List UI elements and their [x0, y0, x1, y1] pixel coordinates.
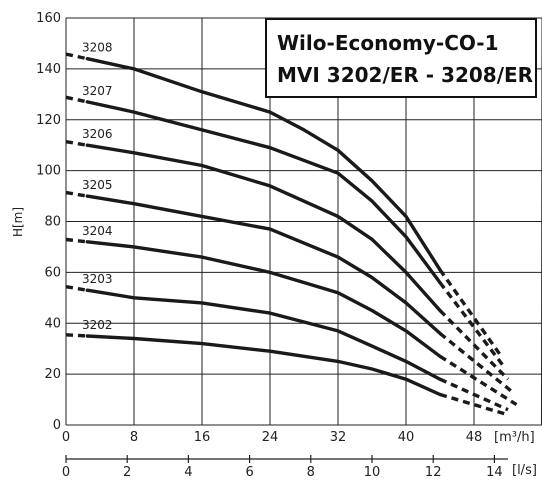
title-box: Wilo-Economy-CO-1 MVI 3202/ER - 3208/ER	[265, 18, 537, 98]
curve-3204	[85, 240, 442, 358]
x-tick-label-primary-6: 48	[466, 430, 483, 445]
x-tick-label-secondary-1: 2	[123, 465, 131, 480]
x-axis-label-secondary: [l/s]	[512, 463, 537, 478]
y-tick-label-4: 80	[44, 215, 61, 230]
y-tick-label-7: 140	[36, 62, 61, 77]
series-label-3208: 3208	[82, 41, 113, 55]
curve-3207-end-dash	[438, 281, 506, 368]
y-tick-label-8: 160	[36, 11, 61, 26]
title-line-2: MVI 3202/ER - 3208/ER	[277, 63, 533, 87]
x-tick-label-secondary-6: 12	[425, 465, 442, 480]
x-tick-label-primary-5: 40	[398, 430, 415, 445]
x-tick-label-secondary-2: 4	[184, 465, 192, 480]
x-tick-label-primary-0: 0	[62, 430, 70, 445]
curve-3206-end-dash	[438, 309, 510, 381]
curve-3208-end-dash	[438, 268, 501, 355]
y-axis-label: H[m]	[11, 207, 25, 237]
x-tick-label-primary-3: 24	[262, 430, 279, 445]
x-tick-label-primary-1: 8	[130, 430, 138, 445]
y-tick-label-6: 120	[36, 113, 61, 128]
series-labels: 3208 3207 3206 3205 3204 3203 3202	[82, 41, 113, 332]
x-tick-label-secondary-4: 8	[307, 465, 315, 480]
curve-3204-end-dash	[439, 354, 518, 407]
y-tick-label-5: 100	[36, 164, 61, 179]
curve-3205	[85, 194, 442, 336]
series-label-3207: 3207	[82, 84, 113, 98]
curve-3207	[85, 100, 442, 285]
y-tick-label-1: 20	[44, 367, 61, 382]
curve-3205-start-dash	[65, 190, 88, 198]
x-axis-label-primary: [m³/h]	[494, 430, 535, 445]
curve-3206	[85, 143, 442, 313]
curve-3203	[85, 288, 442, 381]
x-tick-label-secondary-3: 6	[245, 465, 253, 480]
series-label-3206: 3206	[82, 127, 113, 141]
curve-3203-start-dash	[65, 285, 88, 292]
y-tick-labels: 0 20 40 60 80 100 120 140 160	[36, 11, 61, 433]
series-label-3204: 3204	[82, 224, 113, 238]
y-tick-label-0: 0	[53, 418, 61, 433]
x-tick-label-secondary-5: 10	[364, 465, 381, 480]
x-tick-label-secondary-0: 0	[62, 465, 70, 480]
x-tick-label-primary-4: 32	[330, 430, 347, 445]
series-label-3202: 3202	[82, 318, 113, 332]
curve-3208	[85, 57, 442, 272]
x-tick-label-primary-2: 16	[194, 430, 211, 445]
curve-3206-start-dash	[65, 140, 88, 147]
curve-3204-start-dash	[65, 237, 88, 244]
series-label-3203: 3203	[82, 272, 113, 286]
title-line-1: Wilo-Economy-CO-1	[277, 31, 499, 55]
x-tick-labels-primary: 0 8 16 24 32 40 48	[62, 430, 482, 445]
curve-3202-start-dash	[65, 333, 88, 338]
y-tick-label-3: 60	[44, 265, 61, 280]
curve-3202	[85, 334, 442, 397]
curve-3203-end-dash	[439, 377, 509, 412]
series-label-3205: 3205	[82, 178, 113, 192]
curve-3208-start-dash	[65, 52, 88, 61]
y-tick-label-2: 40	[44, 316, 61, 331]
x-tick-labels-secondary: 0 2 4 6 8 10 12 14	[62, 455, 508, 480]
curves	[65, 52, 518, 417]
curve-3205-end-dash	[438, 332, 514, 394]
x-tick-label-secondary-7: 14	[486, 465, 503, 480]
curve-3207-start-dash	[65, 95, 88, 104]
